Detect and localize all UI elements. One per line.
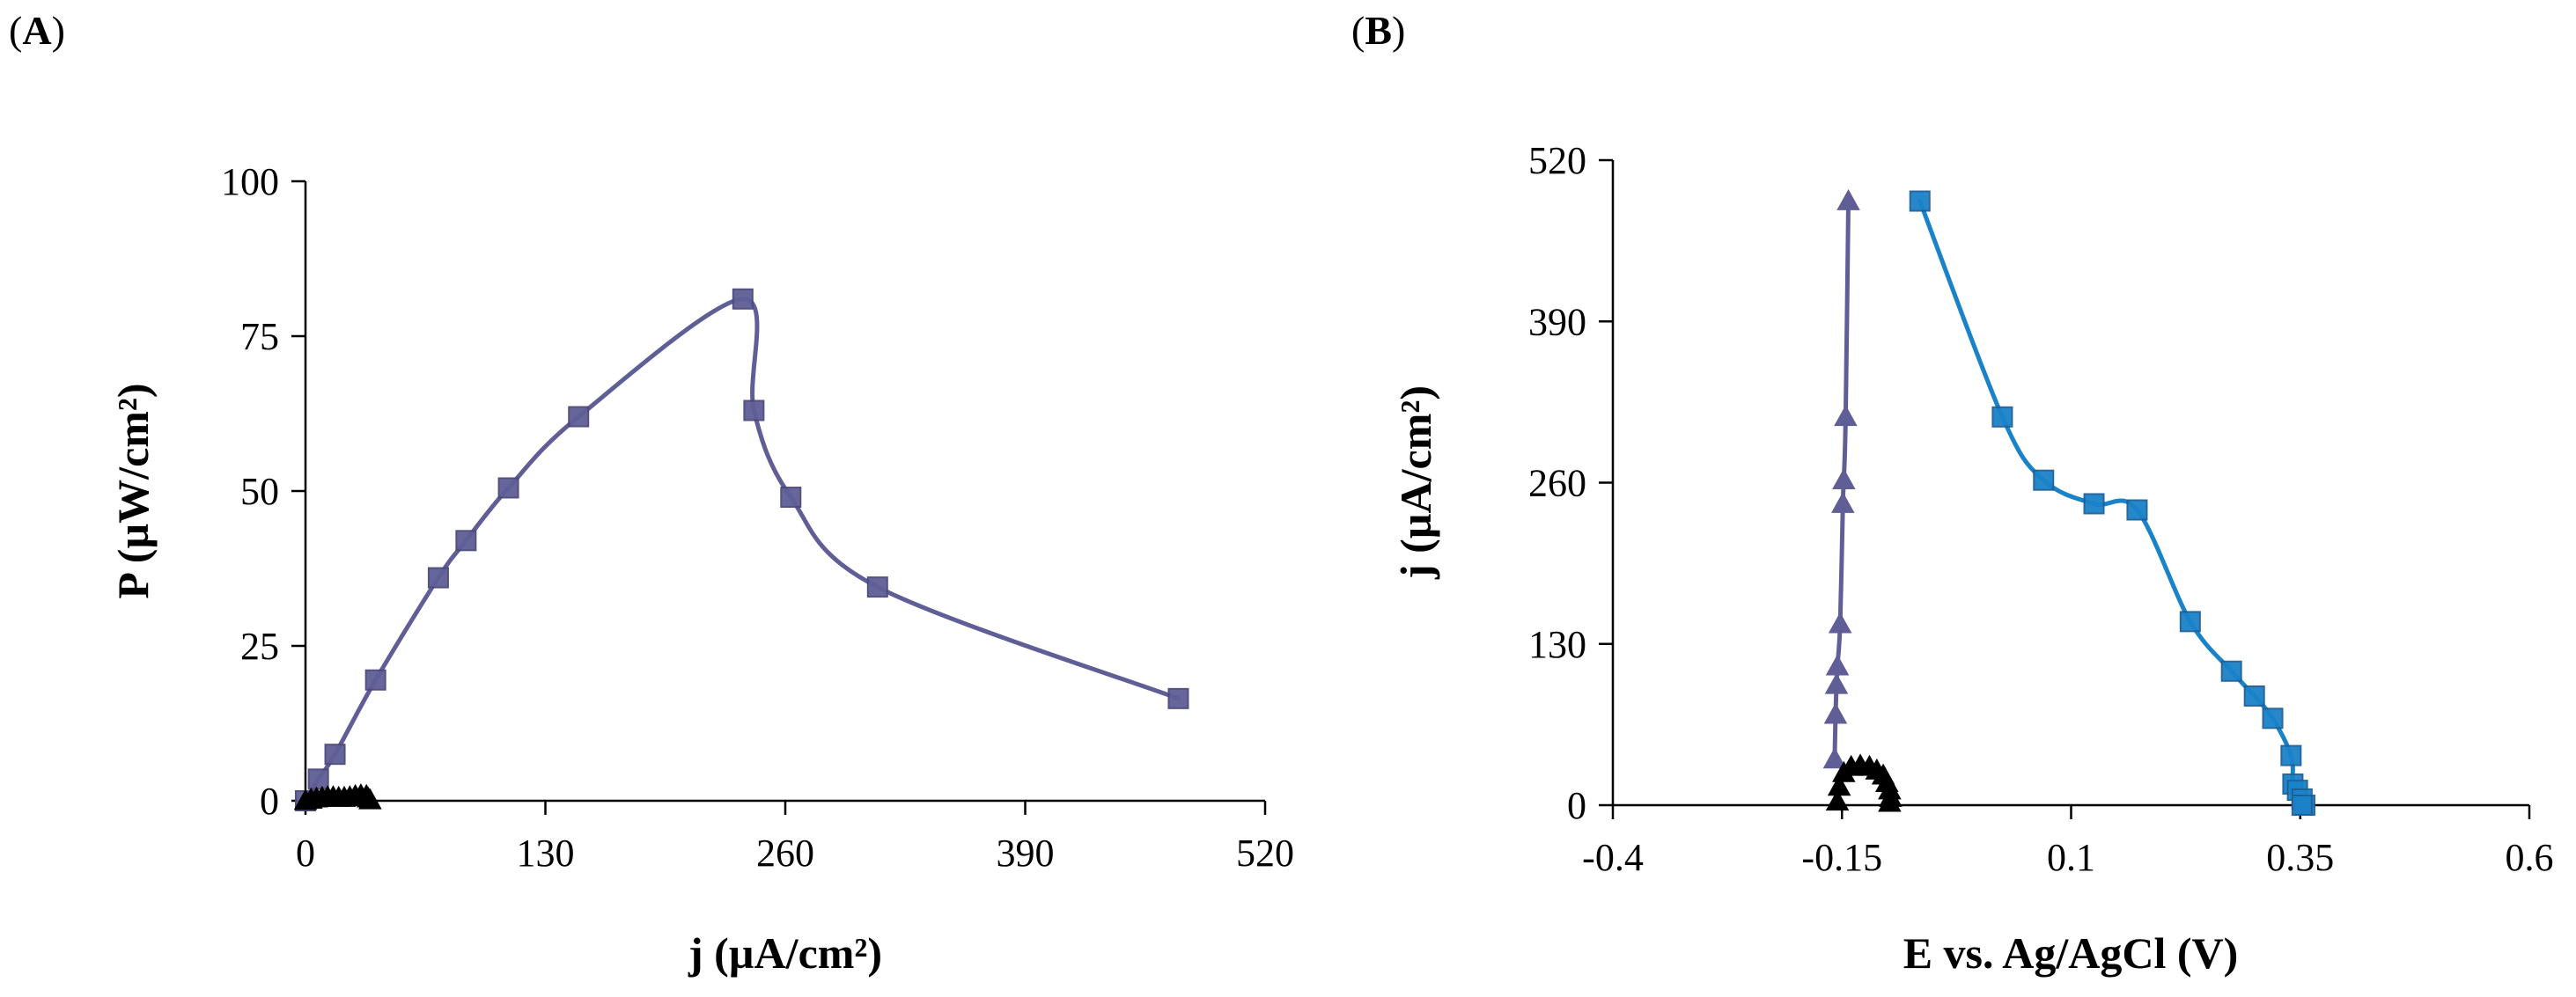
x-tick-label-a: 390: [997, 832, 1055, 875]
data-point-anode-purple-triangles: [1832, 468, 1856, 490]
data-point-cathode-blue-squares: [1909, 190, 1931, 212]
data-point-power-density-squares: [732, 288, 754, 310]
data-point-anode-purple-triangles: [1828, 612, 1852, 634]
data-point-cathode-blue-squares: [1991, 406, 2013, 428]
chart-polarization: -0.4 -0.15 0.1 0.35 0.6 0 130 260 390 520 E vs. Ag…: [1391, 139, 2554, 978]
y-tick-label-a: 50: [240, 470, 279, 513]
y-tick-label-a: 100: [221, 160, 279, 203]
panel-a-letter: A: [22, 8, 52, 53]
y-tick-label-a: 0: [260, 780, 279, 823]
y-tick-label-a: 25: [240, 625, 279, 668]
chart-power-density: 0 130 260 390 520 0 25 50 75 100 j (µA/cm²) P (µW/c…: [108, 160, 1294, 978]
panel-a-close-paren: ): [51, 8, 65, 53]
data-point-anode-purple-triangles: [1824, 672, 1849, 694]
data-point-cathode-blue-squares: [2243, 685, 2265, 707]
y-axis-title-a: P (µW/cm²): [108, 383, 158, 598]
data-point-power-density-squares: [743, 400, 765, 422]
data-point-power-density-squares: [307, 768, 329, 790]
data-point-power-density-squares: [364, 669, 386, 691]
x-tick-label-b: -0.4: [1582, 836, 1644, 879]
data-point-cathode-blue-squares: [2220, 660, 2242, 682]
data-point-control-black-triangles: [1825, 789, 1850, 811]
panel-b-open-paren: (: [1351, 8, 1365, 53]
y-axis-title-b: j (µA/cm²): [1391, 385, 1440, 580]
data-point-power-density-squares: [324, 744, 346, 766]
data-point-cathode-blue-squares: [2280, 744, 2302, 766]
data-point-anode-purple-triangles: [1825, 654, 1850, 676]
x-tick-label-a: 130: [517, 832, 575, 875]
data-point-power-density-squares: [427, 567, 449, 589]
data-point-anode-purple-triangles: [1823, 702, 1848, 724]
x-axis-title-a: j (µA/cm²): [688, 928, 882, 978]
y-tick-label-a: 75: [240, 315, 279, 358]
data-point-power-density-squares: [497, 477, 519, 499]
x-tick-label-a: 520: [1236, 832, 1294, 875]
x-tick-label-b: 0.6: [2506, 836, 2554, 879]
series-line-cathode-blue-squares: [1917, 199, 2307, 809]
series-line-power-density-squares: [303, 297, 1181, 803]
panel-b-letter: B: [1365, 8, 1393, 53]
data-point-power-density-squares: [568, 406, 590, 428]
data-point-cathode-blue-squares: [2126, 499, 2148, 521]
y-tick-label-b: 520: [1528, 139, 1586, 182]
data-point-anode-purple-triangles: [1836, 188, 1860, 210]
y-tick-label-b: 390: [1528, 300, 1586, 343]
data-point-cathode-blue-squares: [2083, 493, 2105, 515]
panel-label-a: (A): [9, 7, 65, 54]
data-point-cathode-blue-squares: [2033, 469, 2055, 491]
data-point-power-density-triangles: [358, 788, 382, 810]
data-point-power-density-squares: [1167, 687, 1189, 709]
y-tick-label-b: 260: [1528, 462, 1586, 505]
y-tick-label-b: 130: [1528, 623, 1586, 666]
data-point-cathode-blue-squares: [2262, 707, 2284, 729]
x-axis-title-b: E vs. Ag/AgCl (V): [1903, 928, 2239, 978]
x-tick-label-b: 0.1: [2047, 836, 2095, 879]
y-tick-label-b: 0: [1567, 784, 1586, 827]
data-point-anode-purple-triangles: [1831, 491, 1855, 513]
data-point-power-density-squares: [780, 487, 802, 509]
data-point-control-black-triangles: [1827, 774, 1851, 796]
x-tick-label-a: 0: [296, 832, 315, 875]
x-tick-label-b: 0.35: [2266, 836, 2334, 879]
panel-b-close-paren: ): [1392, 8, 1406, 53]
data-point-cathode-blue-squares: [2179, 611, 2201, 633]
data-point-control-black-triangles: [1878, 790, 1902, 812]
panel-label-b: (B): [1351, 7, 1405, 54]
series-line-anode-purple-triangles: [1832, 199, 1851, 762]
data-point-power-density-squares: [455, 530, 477, 552]
data-point-anode-purple-triangles: [1822, 747, 1847, 769]
data-point-anode-purple-triangles: [1834, 405, 1858, 427]
x-tick-label-b: -0.15: [1801, 836, 1882, 879]
x-tick-label-a: 260: [756, 832, 814, 875]
data-point-cathode-blue-squares: [2291, 795, 2313, 816]
panel-a-open-paren: (: [9, 8, 23, 53]
data-point-power-density-squares: [866, 576, 888, 598]
